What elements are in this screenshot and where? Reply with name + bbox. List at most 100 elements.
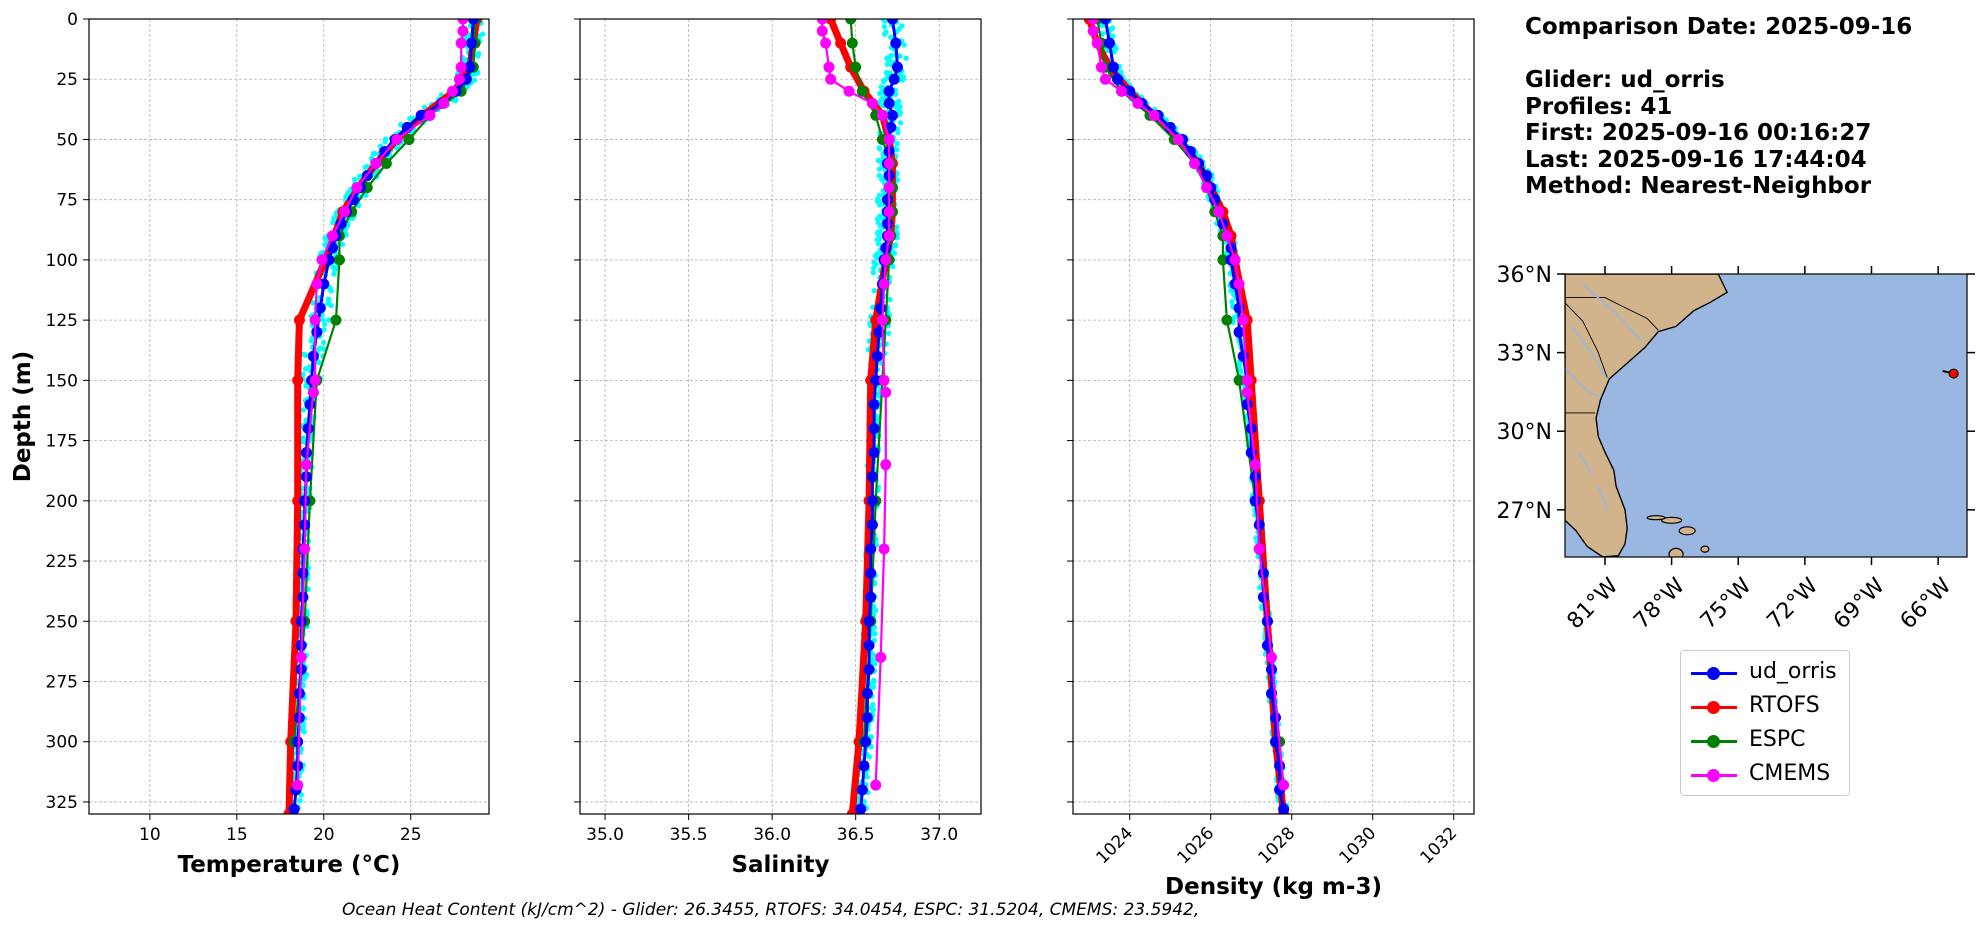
series-point-cmems [300,459,312,471]
series-point-rtofs [292,374,304,386]
y-tick-label: 125 [46,311,78,331]
glider-scatter-point [876,172,883,179]
ocean-heat-content-footer: Ocean Heat Content (kJ/cm^2) - Glider: 2… [342,900,1200,920]
legend-marker [1707,769,1720,782]
series-point-espc [1221,314,1233,326]
series-point-ud-orris [304,398,316,410]
series-point-cmems [1095,61,1107,73]
y-tick-label: 225 [46,552,78,572]
glider-scatter-point [1253,535,1259,541]
series-point-ud-orris [466,37,478,49]
series-point-ud-orris [861,712,873,724]
series-point-ud-orris [415,109,427,121]
glider-scatter-point [357,173,363,179]
series-point-cmems [309,314,321,326]
legend-item-ud-orris: ud_orris [1691,657,1851,689]
glider-scatter-point [471,77,478,83]
glider-scatter-point [316,359,322,366]
series-point-espc [333,254,345,266]
glider-scatter-point [874,216,881,222]
glider-scatter-point [475,53,481,59]
glider-scatter-point [896,104,902,110]
glider-scatter-point [869,659,875,665]
glider-scatter-point [876,166,883,172]
y-tick-label: 0 [67,10,78,30]
legend-marker [1707,701,1720,714]
glider-scatter-point [864,774,870,780]
series-point-cmems [875,651,887,663]
map-state-border [1565,302,1608,378]
legend-marker [1707,667,1720,680]
glider-scatter-point [894,140,900,147]
series-point-ud-orris [865,543,877,555]
plot-area [816,19,909,814]
series-point-espc [330,314,342,326]
glider-scatter-point [887,296,893,303]
glider-scatter-point [876,145,883,151]
map-island [1678,526,1696,536]
series-point-rtofs [825,19,837,25]
series-point-cmems [1233,278,1245,290]
series-point-ud-orris [863,615,875,627]
glider-scatter-point [1109,33,1116,39]
series-point-cmems [880,459,892,471]
map-river [1577,451,1593,474]
glider-scatter-point [871,287,878,294]
info-last-time: Last: 2025-09-16 17:44:04 [1525,147,1867,173]
series-point-ud-orris [863,663,875,675]
series-point-cmems [326,230,338,242]
glider-scatter-point [874,237,881,243]
series-point-ud-orris [891,61,903,73]
y-tick-label: 200 [46,492,78,512]
series-point-ud-orris [1253,519,1265,531]
glider-scatter-point [903,55,909,61]
y-axis-label: Depth (m) [10,351,36,483]
glider-scatter-point [896,98,902,105]
legend: ud_orris RTOFS ESPC CMEMS [1680,650,1850,796]
glider-scatter-point [882,19,888,24]
glider-scatter-point [866,754,872,760]
glider-scatter-point [895,129,901,136]
series-point-ud-orris [1270,712,1282,724]
series-point-ud-orris [467,19,479,25]
info-glider: Glider: ud_orris [1525,67,1725,93]
series-point-ud-orris [314,302,326,314]
series-point-cmems [1189,158,1201,170]
legend-label: RTOFS [1749,693,1820,718]
series-point-espc [1217,254,1229,266]
glider-scatter-point [321,326,327,333]
series-point-cmems [1172,133,1184,145]
glider-scatter-point [300,706,307,712]
glider-scatter-point [870,702,876,708]
glider-scatter-point [297,798,303,804]
series-point-ud-orris [302,423,314,435]
glider-scatter-point [870,706,877,713]
series-point-ud-orris [865,567,877,579]
profile-panel-3: 1024 1026 1028 1030 1032 Density (kg m-3) [1067,18,1475,900]
glider-scatter-point [875,241,882,247]
x-axis-label: Density (kg m-3) [1165,874,1382,900]
glider-scatter-point [1257,584,1263,591]
series-point-espc [845,19,857,25]
glider-scatter-point [351,176,358,183]
legend-item-rtofs: RTOFS [1691,691,1851,723]
series-point-ud-orris [868,423,880,435]
series-line-cmems [821,19,891,786]
series-point-cmems [883,158,895,170]
glider-scatter-point [326,317,332,323]
series-point-ud-orris [307,350,319,362]
map-river [1597,486,1608,511]
series-point-ud-orris [300,447,312,459]
series-point-ud-orris [861,688,873,700]
series-point-cmems [351,182,363,194]
series-point-cmems [1278,779,1290,791]
series-point-cmems [878,278,890,290]
legend-item-espc: ESPC [1691,725,1851,757]
series-point-ud-orris [886,109,898,121]
x-tick-label: 20 [313,825,335,845]
glider-scatter-point [900,77,906,83]
glider-scatter-point [878,84,884,90]
series-point-cmems [1237,314,1249,326]
series-point-cmems [1201,182,1213,194]
glider-scatter-point [302,366,309,372]
